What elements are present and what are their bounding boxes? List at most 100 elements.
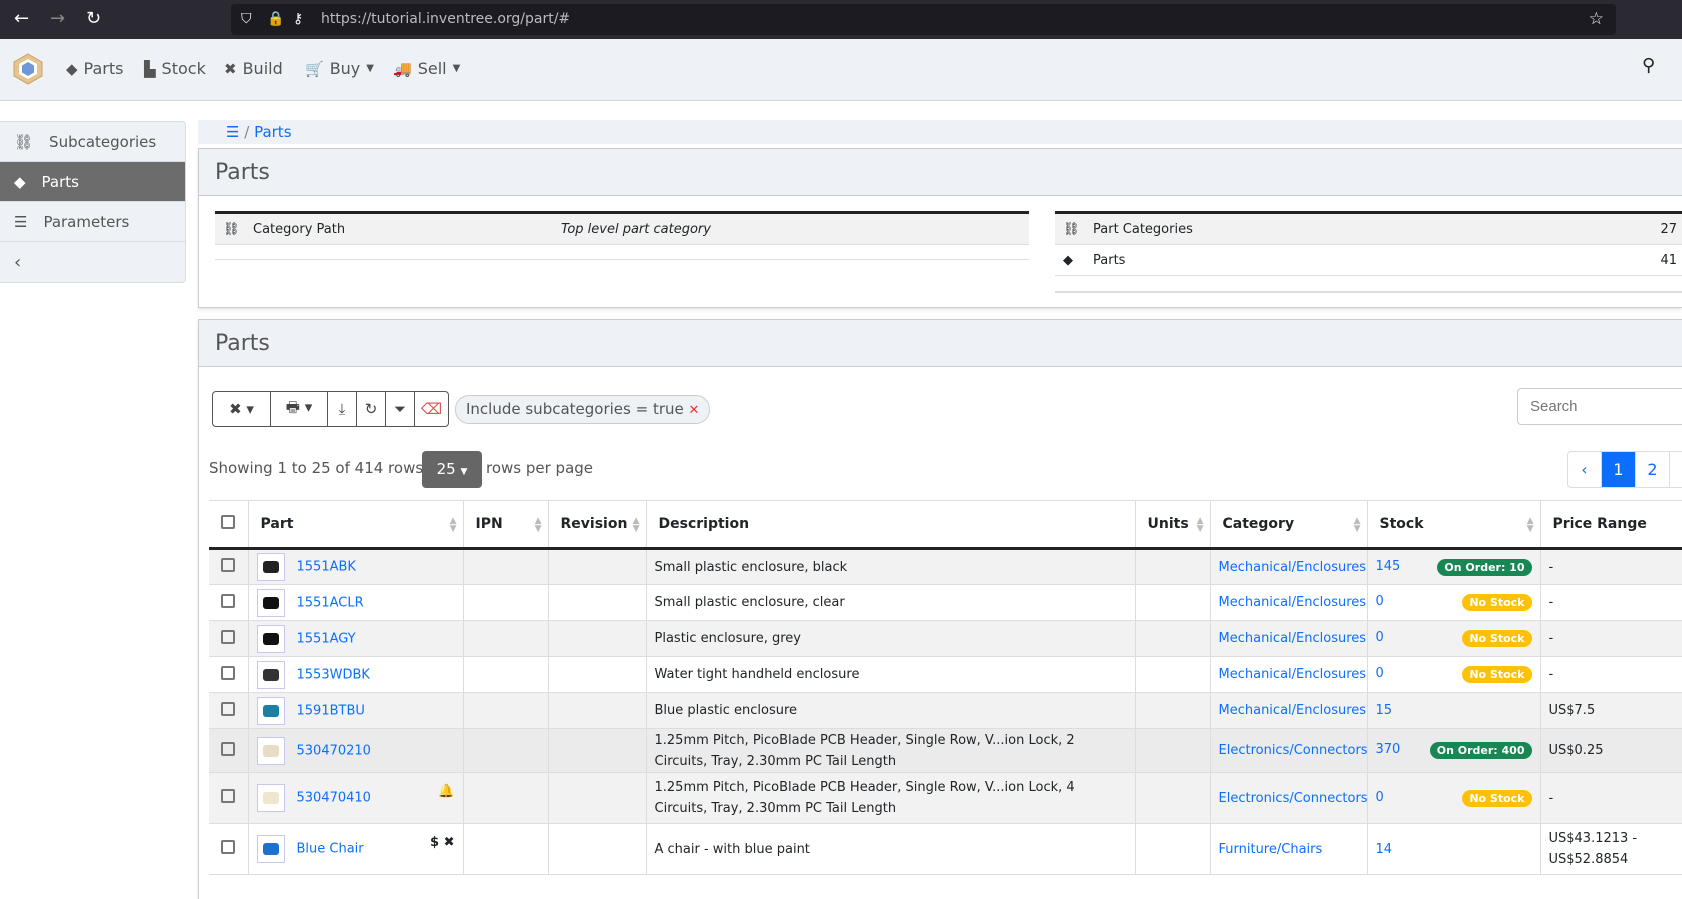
nav-build[interactable]: ✖ Build xyxy=(224,59,283,78)
part-link[interactable]: Blue Chair xyxy=(296,841,364,857)
row-checkbox[interactable] xyxy=(221,665,235,680)
table-toolbar: ✖ ▾ 🖶 ▾ ⤓ ↻ ⏷ ⌫ xyxy=(212,391,449,427)
category-link[interactable]: Furniture/Chairs xyxy=(1218,841,1323,857)
part-thumbnail xyxy=(256,835,285,863)
menu-icon[interactable]: ☰ xyxy=(226,123,240,141)
print-menu-button[interactable]: 🖶 ▾ xyxy=(271,392,328,426)
page-2[interactable]: 2 xyxy=(1636,452,1670,487)
part-link[interactable]: 530470210 xyxy=(296,743,371,758)
column-header-price-range[interactable]: Price Range xyxy=(1540,500,1682,550)
refresh-button[interactable]: ↻ xyxy=(357,392,386,426)
stock-link[interactable]: 0 xyxy=(1375,666,1384,681)
key-icon: ⚷ xyxy=(293,11,304,27)
filter-chip[interactable]: Include subcategories = true ✕ xyxy=(455,395,711,424)
table-row: 1553WDBK Water tight handheld enclosure Me… xyxy=(209,656,1682,693)
stock-link[interactable]: 0 xyxy=(1375,594,1384,609)
category-path-table: ⛓ Category Path Top level part category xyxy=(215,211,1029,260)
sidebar-item-parameters[interactable]: ☰ Parameters xyxy=(0,202,185,242)
rows-per-page-label: rows per page xyxy=(486,459,594,477)
remove-filter-icon[interactable]: ✕ xyxy=(688,403,700,418)
category-link[interactable]: Electronics/Connectors xyxy=(1218,743,1368,758)
sort-icon: ▲ ▼ xyxy=(632,516,640,534)
breadcrumb-parts[interactable]: Parts xyxy=(254,123,292,141)
category-link[interactable]: Mechanical/Enclosures xyxy=(1218,631,1367,646)
forward-icon[interactable]: → xyxy=(50,8,66,29)
category-link[interactable]: Mechanical/Enclosures xyxy=(1218,559,1367,575)
column-header-revision[interactable]: Revision ▲ ▼ xyxy=(548,500,647,550)
select-all-checkbox[interactable] xyxy=(221,515,235,529)
sort-icon: ▲ ▼ xyxy=(534,516,542,534)
table-row: 1551ACLR Small plastic enclosure, clear Me… xyxy=(209,584,1682,621)
column-header-stock[interactable]: Stock ▲ ▼ xyxy=(1367,500,1541,550)
rows-per-page-select[interactable]: 25 ▼ xyxy=(422,451,482,488)
shapes-icon: ◆ xyxy=(66,59,78,78)
stock-link[interactable]: 0 xyxy=(1375,789,1384,805)
nav-sell[interactable]: 🚚 Sell ▼ xyxy=(393,59,461,78)
sitemap-icon: ⛓ xyxy=(14,132,34,151)
sidebar-collapse-button[interactable]: ‹ xyxy=(0,242,185,282)
column-header-part[interactable]: Part ▲ ▼ xyxy=(248,500,464,550)
price-range: US$0.25 xyxy=(1540,728,1682,773)
sitemap-icon: ⛓ xyxy=(1063,221,1080,237)
row-checkbox[interactable] xyxy=(221,741,235,756)
url-bar[interactable]: ⛉ 🔒 ⚷ https://tutorial.inventree.org/par… xyxy=(231,4,1616,35)
row-checkbox[interactable] xyxy=(221,593,235,608)
category-link[interactable]: Electronics/Connectors xyxy=(1218,790,1368,806)
nav-stock[interactable]: ▙ Stock xyxy=(144,59,206,78)
part-description: Small plastic enclosure, black xyxy=(646,548,1136,585)
part-link[interactable]: 1591BTBU xyxy=(296,703,365,718)
category-link[interactable]: Mechanical/Enclosures xyxy=(1218,667,1367,682)
category-link[interactable]: Mechanical/Enclosures xyxy=(1218,703,1367,718)
row-checkbox[interactable] xyxy=(221,558,235,572)
search-input[interactable] xyxy=(1517,388,1682,425)
reload-icon[interactable]: ↻ xyxy=(86,8,102,29)
stock-badge: No Stock xyxy=(1462,594,1532,611)
page-prev[interactable]: ‹ xyxy=(1568,452,1602,487)
column-header-description[interactable]: Description xyxy=(646,500,1136,550)
stock-link[interactable]: 14 xyxy=(1375,841,1393,857)
list-icon: ☰ xyxy=(14,212,28,231)
part-link[interactable]: 1551ABK xyxy=(296,559,356,575)
row-checkbox[interactable] xyxy=(221,629,235,644)
row-checkbox[interactable] xyxy=(221,840,235,854)
back-icon[interactable]: ← xyxy=(14,8,30,29)
part-link[interactable]: 1551AGY xyxy=(296,631,356,646)
page-1[interactable]: 1 xyxy=(1602,452,1636,487)
part-description: A chair - with blue paint xyxy=(646,823,1136,875)
column-header-units[interactable]: Units ▲ ▼ xyxy=(1135,500,1211,550)
stock-link[interactable]: 15 xyxy=(1375,703,1393,718)
lock-icon: 🔒 xyxy=(267,11,285,27)
star-icon[interactable]: ☆ xyxy=(1588,9,1604,29)
inventree-logo[interactable] xyxy=(13,53,43,85)
part-link[interactable]: 1551ACLR xyxy=(296,595,364,610)
clear-filters-button[interactable]: ⌫ xyxy=(420,400,443,418)
column-header-ipn[interactable]: IPN ▲ ▼ xyxy=(463,500,549,550)
stock-link[interactable]: 0 xyxy=(1375,630,1384,645)
tools-menu-button[interactable]: ✖ ▾ xyxy=(213,392,271,426)
sort-icon: ▲ ▼ xyxy=(449,516,457,534)
sidebar-item-subcategories[interactable]: ⛓ Subcategories xyxy=(0,122,185,162)
column-header-category[interactable]: Category ▲ ▼ xyxy=(1210,500,1368,550)
download-button[interactable]: ⤓ xyxy=(328,392,357,426)
table-row: 🔔 530470410 1.25mm Pitch, PicoBlade PCB He… xyxy=(209,772,1682,824)
price-range: - xyxy=(1540,620,1682,657)
category-stats-table: ⛓ Part Categories 27 ◆ Parts 41 xyxy=(1055,211,1682,293)
stock-link[interactable]: 145 xyxy=(1375,558,1401,574)
part-link[interactable]: 530470410 xyxy=(296,790,371,806)
part-description: Small plastic enclosure, clear xyxy=(646,584,1136,621)
stock-badge: No Stock xyxy=(1462,666,1532,683)
truck-icon: 🚚 xyxy=(393,59,412,78)
filter-button[interactable]: ⏷ xyxy=(386,392,415,426)
page-3[interactable]: 3 xyxy=(1670,452,1682,487)
part-link[interactable]: 1553WDBK xyxy=(296,667,370,682)
sidebar-item-parts[interactable]: ◆ Parts xyxy=(0,162,185,202)
stock-link[interactable]: 370 xyxy=(1375,742,1401,757)
price-range: - xyxy=(1540,584,1682,621)
category-link[interactable]: Mechanical/Enclosures xyxy=(1218,595,1367,610)
row-checkbox[interactable] xyxy=(221,701,235,716)
nav-buy[interactable]: 🛒 Buy ▼ xyxy=(305,59,374,78)
nav-parts[interactable]: ◆ Parts xyxy=(66,59,124,78)
breadcrumb: ☰ / Parts xyxy=(198,120,1682,144)
row-checkbox[interactable] xyxy=(221,789,235,803)
search-icon[interactable]: ⚲ xyxy=(1642,55,1656,76)
